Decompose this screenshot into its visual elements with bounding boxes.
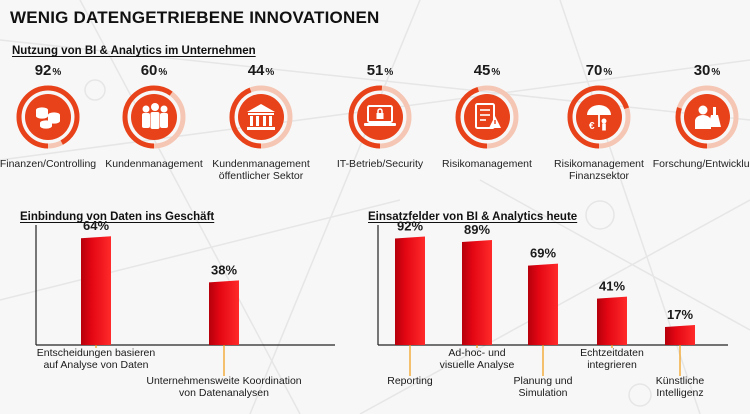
usage-value: 45 (473, 62, 491, 79)
data-label: 64% (83, 218, 109, 233)
usage-unit: % (265, 67, 275, 78)
usage-unit: % (491, 67, 501, 78)
usage-label: Kundenmanagement öffentlicher Sektor (212, 158, 310, 182)
data-label: 17% (667, 307, 693, 322)
category-label: Ad-hoc- und visuelle Analyse (440, 347, 515, 371)
usage-label: Forschung/Entwicklung (652, 158, 750, 170)
bar (462, 239, 492, 345)
usage-label: Risikomanagement Finanzsektor (554, 158, 644, 182)
data-label: 89% (464, 222, 490, 237)
usage-ring-progress (455, 85, 519, 149)
usage-unit: % (384, 67, 394, 78)
data-label: 41% (599, 279, 625, 294)
usage-ring-progress (16, 85, 80, 149)
category-label: Unternehmensweite Koordination von Datena… (146, 375, 301, 399)
usage-item: 30% Forschung/Entwicklung (652, 62, 750, 170)
usage-percentage: 45% (432, 62, 542, 82)
usage-percentage: 60% (99, 62, 209, 82)
usage-value: 60 (140, 62, 158, 79)
usage-percentage: 51% (325, 62, 435, 82)
usage-ring-progress (675, 85, 739, 149)
category-label: Reporting (387, 375, 433, 387)
category-label: Künstliche Intelligenz (656, 375, 705, 399)
usage-label: Risikomanagement (442, 158, 532, 170)
data-label: 69% (530, 246, 556, 261)
usage-unit: % (711, 67, 721, 78)
data-label: 38% (211, 262, 237, 277)
bar (528, 263, 558, 345)
scientist-icon (675, 85, 739, 149)
bank-building-icon (229, 85, 293, 149)
category-label: Echtzeitdaten integrieren (580, 347, 644, 371)
data-label: 92% (397, 218, 423, 233)
bar (665, 324, 695, 345)
usage-percentage: 30% (652, 62, 750, 82)
usage-percentage: 70% (544, 62, 654, 82)
bar (395, 236, 425, 345)
page-title: WENIG DATENGETRIEBENE INNOVATIONEN (10, 8, 380, 27)
usage-heading: Nutzung von BI & Analytics im Unternehme… (12, 45, 256, 57)
usage-ring-progress (122, 85, 186, 149)
usage-unit: % (603, 67, 613, 78)
usage-item: 45% Risikomanagement (432, 62, 542, 170)
usage-label: Finanzen/Controlling (0, 158, 97, 170)
usage-value: 30 (693, 62, 711, 79)
usage-unit: % (52, 67, 62, 78)
coins-icon (16, 85, 80, 149)
usage-item: 92% Finanzen/Controlling (0, 62, 103, 170)
usage-item: 70% € Risikomanagement Finanzsektor (544, 62, 654, 182)
chart1-heading: Einbindung von Daten ins Geschäft (20, 211, 215, 223)
laptop-lock-icon (348, 85, 412, 149)
usage-item: 51% IT-Betrieb/Security (325, 62, 435, 170)
category-label: Planung und Simulation (514, 375, 573, 399)
bar (209, 280, 239, 345)
category-label: Entscheidungen basieren auf Analyse von D… (37, 347, 156, 371)
usage-ring-progress (229, 85, 293, 149)
umbrella-euro-icon: € (567, 85, 631, 149)
checklist-warning-icon (455, 85, 519, 149)
usage-value: 92 (34, 62, 52, 79)
usage-unit: % (158, 67, 168, 78)
bar (81, 236, 111, 345)
usage-ring-progress (348, 85, 412, 149)
usage-label: Kundenmanagement (105, 158, 203, 170)
usage-label: IT-Betrieb/Security (336, 158, 424, 170)
bar (597, 296, 627, 345)
usage-item: 44% Kundenmanagement öffentlicher Sektor (206, 62, 316, 182)
usage-value: 70 (585, 62, 603, 79)
svg-text:€: € (589, 121, 595, 132)
usage-value: 44 (247, 62, 265, 79)
people-icon (122, 85, 186, 149)
usage-percentage: 44% (206, 62, 316, 82)
chart2-heading: Einsatzfelder von BI & Analytics heute (368, 211, 578, 223)
usage-item: 60% Kundenmanagement (99, 62, 209, 170)
usage-percentage: 92% (0, 62, 103, 82)
usage-value: 51 (366, 62, 384, 79)
usage-ring-progress (567, 85, 631, 149)
